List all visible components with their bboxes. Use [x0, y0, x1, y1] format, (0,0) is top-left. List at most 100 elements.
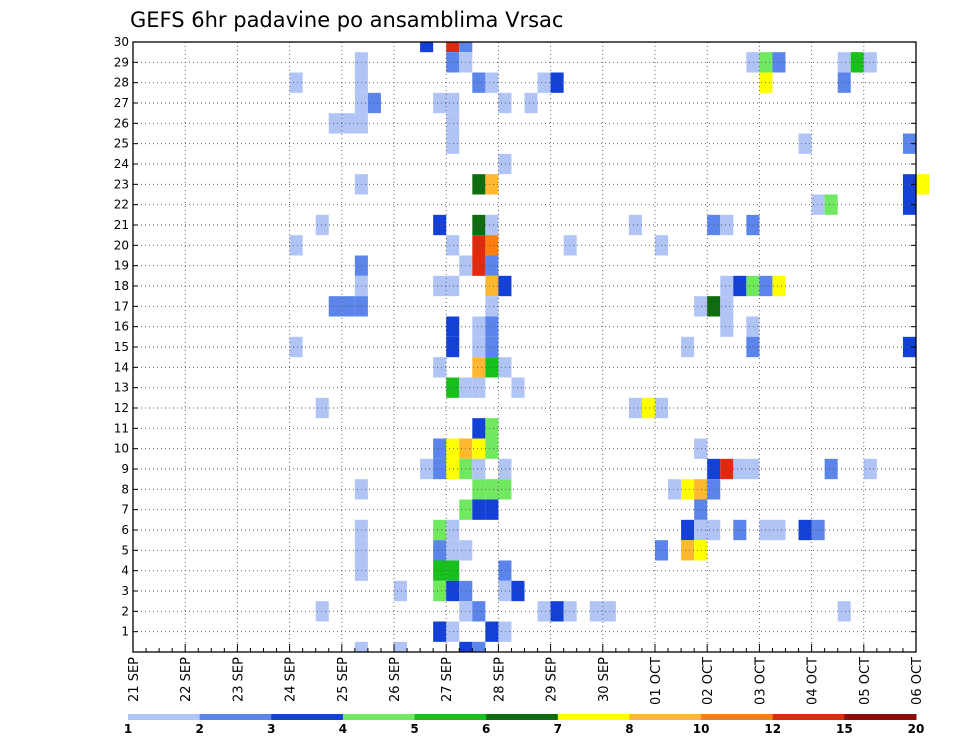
- heatmap-cell: [446, 113, 460, 134]
- heatmap-cell: [498, 560, 512, 581]
- heatmap-cell: [498, 153, 512, 175]
- x-tick-label: 04 OCT: [806, 657, 821, 705]
- heatmap-cell: [446, 316, 460, 337]
- heatmap-cell: [837, 52, 851, 73]
- heatmap-cell: [720, 275, 734, 297]
- y-tick-label: 25: [114, 137, 129, 151]
- heatmap-cell: [772, 52, 786, 73]
- heatmap-cell: [694, 479, 708, 500]
- y-tick-label: 20: [114, 238, 129, 252]
- y-tick-label: 6: [121, 523, 129, 537]
- heatmap-cell: [498, 357, 512, 378]
- heatmap-cell: [485, 418, 499, 439]
- x-tick-label: 21 SEP: [127, 657, 142, 702]
- heatmap-cell: [433, 519, 447, 541]
- heatmap-cell: [315, 397, 329, 419]
- x-tick-label: 03 OCT: [753, 657, 768, 705]
- heatmap-cell: [433, 560, 447, 581]
- colorbar-label: 2: [195, 722, 203, 736]
- heatmap-cell: [746, 458, 760, 480]
- heatmap-cell: [472, 255, 486, 276]
- heatmap-cell: [446, 336, 460, 358]
- colorbar-label: 20: [908, 722, 925, 736]
- heatmap-cell: [485, 255, 499, 276]
- heatmap-cell: [394, 580, 408, 602]
- heatmap-cell: [485, 499, 499, 520]
- colorbar-swatch: [342, 714, 416, 720]
- heatmap-cell: [472, 641, 486, 652]
- heatmap-cell: [681, 540, 695, 561]
- colorbar-label: 12: [764, 722, 781, 736]
- heatmap-cell: [446, 235, 460, 256]
- heatmap-cell: [446, 275, 460, 297]
- x-tick-label: 26 SEP: [388, 657, 403, 702]
- heatmap-cell: [472, 479, 486, 500]
- heatmap-cell: [394, 641, 408, 652]
- heatmap-cell: [694, 296, 708, 317]
- colorbar-swatch: [199, 714, 272, 720]
- colorbar-swatch: [128, 714, 201, 720]
- heatmap-cell: [746, 336, 760, 358]
- heatmap-cell: [485, 72, 499, 93]
- colorbar-swatch: [844, 714, 917, 720]
- heatmap-cell: [472, 214, 486, 236]
- heatmap-cell: [446, 580, 460, 602]
- heatmap-cell: [746, 316, 760, 337]
- heatmap-cell: [485, 275, 499, 297]
- y-tick-label: 1: [121, 625, 129, 639]
- heatmap-cell: [328, 113, 342, 134]
- heatmap-cell: [733, 458, 747, 480]
- heatmap-cell: [733, 275, 747, 297]
- heatmap-cells: [289, 42, 930, 652]
- x-tick-label: 30 SEP: [597, 657, 612, 702]
- heatmap-cell: [485, 336, 499, 358]
- heatmap-cell: [485, 296, 499, 317]
- heatmap-cell: [433, 621, 447, 642]
- heatmap-cell: [681, 336, 695, 358]
- y-tick-label: 14: [114, 360, 129, 374]
- x-tick-label: 27 SEP: [440, 657, 455, 702]
- heatmap-cell: [537, 72, 551, 93]
- colorbar-label: 5: [410, 722, 418, 736]
- heatmap-cell: [420, 42, 434, 53]
- colorbar-swatch: [271, 714, 344, 720]
- heatmap-cell: [341, 113, 355, 134]
- y-tick-label: 22: [114, 198, 129, 212]
- heatmap-cell: [446, 438, 460, 459]
- x-tick-label: 24 SEP: [284, 657, 299, 702]
- y-tick-label: 10: [114, 442, 129, 456]
- colorbar-label: 1: [124, 722, 132, 736]
- heatmap-cell: [459, 42, 473, 53]
- colorbar-label: 3: [267, 722, 275, 736]
- heatmap-cell: [472, 336, 486, 358]
- heatmap-cell: [811, 194, 825, 215]
- heatmap-cell: [315, 214, 329, 236]
- heatmap-cell: [863, 458, 877, 480]
- heatmap-cell: [485, 214, 499, 236]
- x-tick-label: 02 OCT: [701, 657, 716, 705]
- heatmap-cell: [628, 397, 642, 419]
- heatmap-cell: [446, 52, 460, 73]
- colorbar-label: 4: [339, 722, 347, 736]
- y-tick-label: 30: [114, 35, 129, 49]
- heatmap-cell: [446, 540, 460, 561]
- heatmap-cell: [433, 580, 447, 602]
- heatmap-cell: [811, 519, 825, 541]
- heatmap-cell: [459, 641, 473, 652]
- heatmap-cell: [367, 92, 381, 114]
- heatmap-cell: [485, 438, 499, 459]
- heatmap-cell: [485, 235, 499, 256]
- heatmap-cell: [289, 336, 303, 358]
- heatmap-cell: [746, 275, 760, 297]
- heatmap-cell: [472, 357, 486, 378]
- heatmap-cell: [628, 214, 642, 236]
- heatmap-cell: [824, 458, 838, 480]
- heatmap-cell: [863, 52, 877, 73]
- colorbar-label: 8: [625, 722, 633, 736]
- x-tick-label: 01 OCT: [649, 657, 664, 705]
- y-tick-label: 5: [121, 543, 129, 557]
- heatmap-cell: [720, 458, 734, 480]
- heatmap-cell: [641, 397, 655, 419]
- y-tick-label: 7: [121, 503, 129, 517]
- heatmap-cell: [485, 316, 499, 337]
